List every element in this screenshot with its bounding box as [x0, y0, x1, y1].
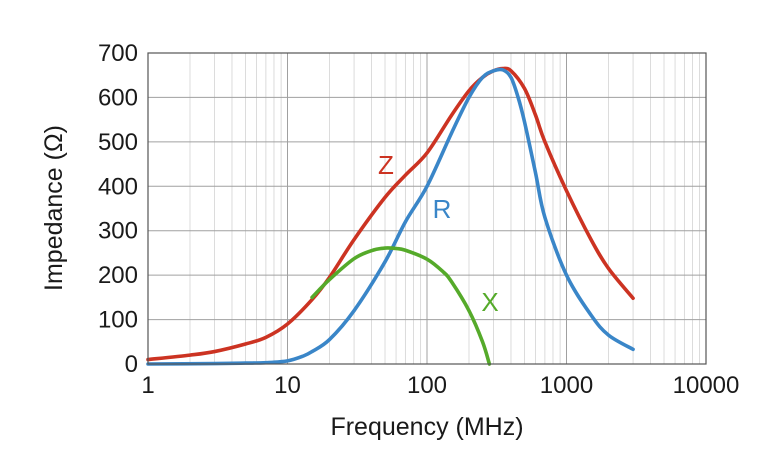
- series-label-x: X: [481, 287, 498, 317]
- series-label-r: R: [433, 194, 452, 224]
- y-tick-label: 600: [98, 84, 138, 111]
- y-tick-label: 0: [125, 351, 138, 378]
- y-tick-label: 100: [98, 307, 138, 334]
- y-tick-label: 400: [98, 173, 138, 200]
- y-tick-label: 700: [98, 40, 138, 67]
- y-tick-labels: 0 100 200 300 400 500 600 700: [98, 40, 138, 378]
- series-line-z: [146, 66, 635, 362]
- x-tick-label: 10: [274, 372, 301, 399]
- series-line-r: [146, 67, 635, 366]
- x-tick-label: 1000: [540, 372, 593, 399]
- series-lines: [146, 66, 635, 366]
- series-label-z: Z: [378, 150, 394, 180]
- y-axis-label: Impedance (Ω): [40, 125, 68, 291]
- x-tick-label: 100: [407, 372, 447, 399]
- y-tick-label: 300: [98, 218, 138, 245]
- x-tick-label: 10000: [673, 372, 740, 399]
- y-tick-label: 200: [98, 262, 138, 289]
- x-axis-label: Frequency (MHz): [330, 413, 523, 441]
- x-tick-label: 1: [141, 372, 154, 399]
- x-tick-labels: 1 10 100 1000 10000: [141, 372, 739, 399]
- y-tick-label: 500: [98, 129, 138, 156]
- plot-frame: [147, 52, 707, 365]
- series-line-x: [310, 246, 492, 366]
